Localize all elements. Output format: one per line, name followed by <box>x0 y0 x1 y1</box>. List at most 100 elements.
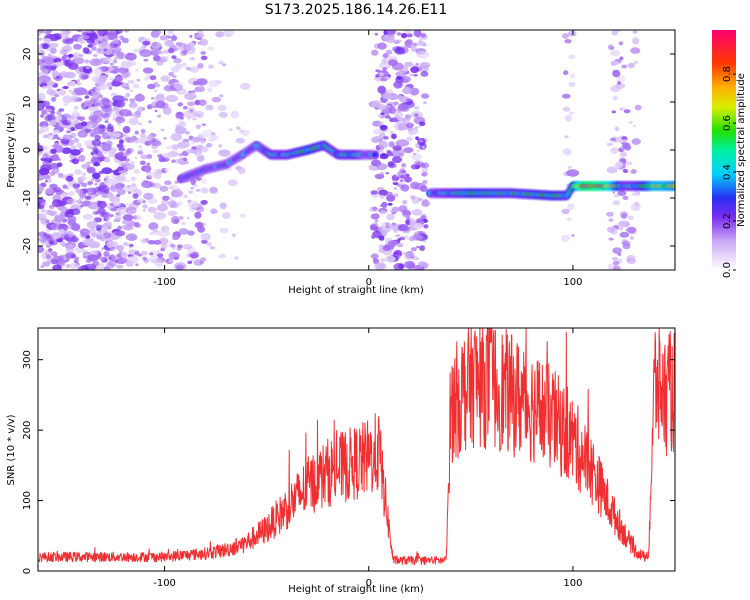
noise-blob <box>185 148 192 154</box>
noise-blob <box>156 60 164 66</box>
noise-blob <box>115 207 128 215</box>
noise-blob <box>133 169 141 174</box>
noise-blob <box>167 210 178 217</box>
noise-blob <box>91 115 102 123</box>
noise-blob <box>38 49 46 57</box>
noise-blob <box>191 136 202 143</box>
noise-blob <box>621 136 628 141</box>
noise-blob <box>386 150 392 153</box>
noise-blob <box>408 130 414 136</box>
noise-blob <box>187 101 196 107</box>
noise-blob <box>413 256 420 261</box>
spectrogram-noise <box>38 30 642 270</box>
noise-blob <box>385 37 396 44</box>
noise-blob <box>64 243 74 250</box>
noise-blob <box>91 127 100 135</box>
colorbar-label: Normalized spectral amplitude <box>736 73 747 227</box>
noise-blob <box>386 194 396 202</box>
noise-blob <box>173 256 179 261</box>
noise-blob <box>88 106 95 112</box>
noise-blob <box>40 125 49 133</box>
noise-blob <box>112 52 118 56</box>
noise-blob <box>54 143 60 149</box>
noise-blob <box>171 159 177 163</box>
noise-blob <box>408 72 413 76</box>
noise-blob <box>38 167 50 176</box>
noise-blob <box>562 148 572 156</box>
noise-blob <box>125 202 129 206</box>
noise-blob <box>49 119 57 126</box>
noise-blob <box>68 62 79 70</box>
noise-blob <box>606 142 614 147</box>
noise-blob <box>164 168 170 172</box>
noise-blob <box>388 161 394 166</box>
noise-blob <box>626 255 636 261</box>
noise-blob <box>69 262 80 269</box>
noise-blob <box>632 30 638 34</box>
noise-blob <box>58 260 66 267</box>
noise-blob <box>51 199 63 208</box>
noise-blob <box>377 262 387 270</box>
noise-blob <box>417 261 426 267</box>
noise-blob <box>98 256 105 262</box>
noise-blob <box>143 77 150 81</box>
noise-blob <box>74 169 82 175</box>
noise-blob <box>42 261 51 267</box>
noise-blob <box>232 233 236 238</box>
noise-blob <box>240 129 250 136</box>
noise-blob <box>168 196 174 201</box>
noise-blob <box>158 156 166 163</box>
noise-blob <box>382 93 392 100</box>
noise-blob <box>420 65 429 73</box>
noise-blob <box>38 78 43 86</box>
noise-blob <box>122 242 130 247</box>
noise-blob <box>185 131 190 135</box>
noise-blob <box>172 75 177 79</box>
noise-blob <box>94 87 101 93</box>
noise-blob <box>568 54 576 60</box>
noise-blob <box>106 126 115 132</box>
noise-blob <box>201 239 208 244</box>
noise-blob <box>371 234 376 239</box>
noise-blob <box>410 164 420 170</box>
noise-blob <box>161 199 170 206</box>
colorbar-ticks: 0.0 0.2 0.4 0.6 0.8 <box>722 66 736 278</box>
snr-x-label: Height of straight line (km) <box>288 584 424 595</box>
noise-blob <box>395 139 410 147</box>
noise-blob <box>74 106 79 110</box>
noise-blob <box>181 221 186 225</box>
noise-blob <box>92 94 97 99</box>
noise-blob <box>196 206 205 213</box>
noise-blob <box>114 214 122 221</box>
noise-blob <box>617 81 621 85</box>
noise-blob <box>87 191 93 195</box>
noise-blob <box>71 158 80 165</box>
noise-blob <box>385 225 390 229</box>
noise-blob <box>94 41 99 44</box>
noise-blob <box>78 147 84 153</box>
noise-blob <box>390 206 401 213</box>
noise-blob <box>106 135 111 140</box>
noise-blob <box>222 212 231 219</box>
noise-blob <box>388 106 397 115</box>
noise-blob <box>81 182 88 188</box>
noise-blob <box>228 128 233 132</box>
snr-y-label: SNR (10 * v/v) <box>6 414 17 485</box>
noise-blob <box>378 62 391 70</box>
noise-blob <box>608 237 614 241</box>
noise-blob <box>613 260 620 266</box>
noise-blob <box>50 258 59 265</box>
noise-blob <box>421 93 430 99</box>
noise-blob <box>240 82 251 90</box>
noise-blob <box>84 195 92 200</box>
noise-blob <box>143 58 149 62</box>
noise-blob <box>396 76 403 80</box>
noise-blob <box>148 222 159 230</box>
noise-blob <box>132 191 137 194</box>
noise-blob <box>44 156 50 163</box>
noise-blob <box>149 75 157 81</box>
noise-blob <box>194 152 202 158</box>
noise-blob <box>399 236 406 241</box>
noise-blob <box>147 134 154 141</box>
spectrogram-y-label: Frequency (Hz) <box>6 112 17 188</box>
